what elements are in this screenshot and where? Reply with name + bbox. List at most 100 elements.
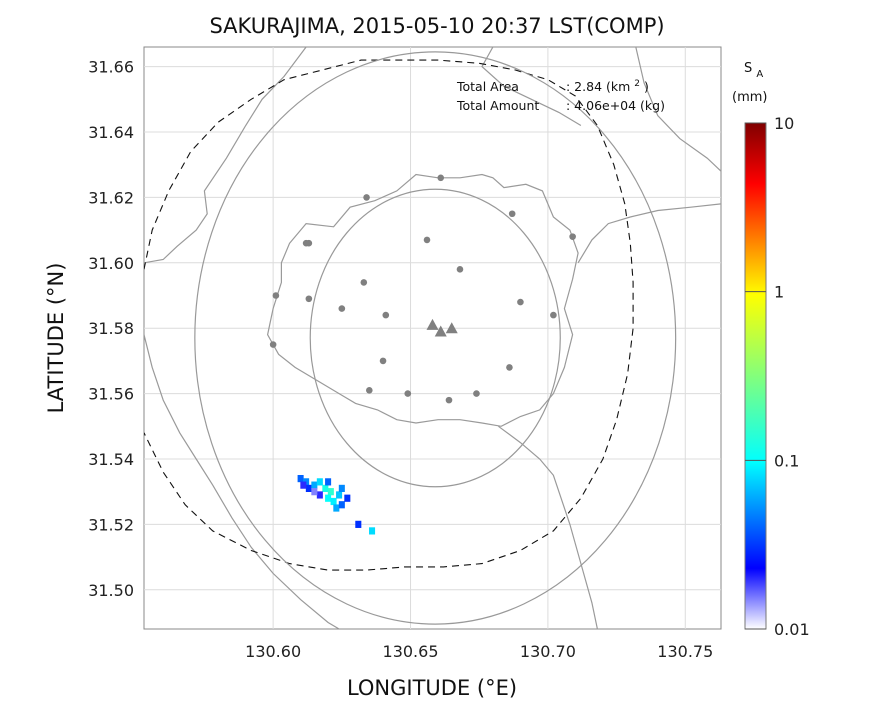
x-tick-label: 130.75	[657, 642, 713, 661]
mainland-coastline	[481, 47, 582, 127]
station-marker	[508, 210, 516, 218]
outer-range-circle	[194, 51, 677, 625]
colorbar-tick-label: 1	[774, 283, 784, 302]
total-area-label: Total Area	[456, 79, 519, 94]
station-marker	[272, 292, 280, 299]
y-tick-label: 31.52	[88, 515, 134, 534]
station-marker	[305, 295, 313, 303]
deposit-cell	[330, 497, 337, 506]
colorbar: 10 1 0.1 0.01 S A (mm)	[732, 61, 810, 639]
x-axis-label: LONGITUDE (°E)	[347, 676, 517, 700]
mainland-coastline	[635, 47, 721, 172]
x-tick-label: 130.60	[245, 642, 301, 661]
station-marker	[363, 194, 370, 201]
colorbar-ramp	[744, 122, 767, 630]
deposit-cell	[300, 481, 307, 489]
ash-deposit	[297, 474, 376, 535]
deposit-cell	[325, 478, 332, 486]
station-marker	[445, 396, 453, 404]
colorbar-ticks: 10 1 0.1 0.01	[745, 114, 810, 639]
info-box: Total Area : 2.84 (km 2 ) Total Amount :…	[456, 74, 665, 113]
total-area-text: Total Area : 2.84 (km 2 )	[456, 74, 649, 94]
vent-marker	[426, 318, 439, 330]
station-marker	[269, 341, 277, 348]
inner-range-circle	[309, 188, 561, 488]
station-marker	[473, 390, 480, 397]
y-tick-label: 31.54	[88, 450, 134, 469]
station-marker	[550, 311, 557, 319]
x-tick-label: 130.70	[520, 642, 576, 661]
station-marker	[437, 174, 445, 182]
y-tick-label: 31.66	[88, 58, 134, 77]
coverage-boundary-line	[144, 59, 634, 571]
mainland-coastline	[144, 47, 307, 264]
deposit-cell	[311, 481, 318, 489]
y-tick-label: 31.60	[88, 254, 134, 273]
deposit-cell	[297, 474, 304, 483]
range-circles	[194, 51, 677, 625]
total-area-sup: 2	[634, 79, 640, 89]
chart-title: SAKURAJIMA, 2015-05-10 20:37 LST(COMP)	[209, 14, 664, 38]
y-tick-label: 31.62	[88, 188, 134, 207]
x-axis-ticks: 130.60 130.65 130.70 130.75	[245, 642, 713, 661]
mainland-coastline	[144, 334, 340, 629]
stations	[269, 174, 576, 404]
vent-marker	[434, 325, 447, 337]
island-coastline	[266, 173, 579, 427]
map-layer	[144, 47, 721, 629]
plot-area: 130.60 130.65 130.70 130.75 31.50 31.52 31.54…	[88, 46, 722, 661]
deposit-cell	[325, 494, 332, 502]
mainland-coastline	[577, 203, 721, 264]
deposit-cell	[355, 520, 362, 528]
station-marker	[366, 387, 373, 394]
station-marker	[517, 298, 524, 306]
y-tick-label: 31.50	[88, 581, 134, 600]
deposit-cell	[338, 501, 345, 509]
deposit-cell	[305, 484, 312, 493]
station-marker	[423, 236, 431, 244]
colorbar-unit: (mm)	[732, 90, 767, 105]
deposit-cell	[344, 494, 351, 502]
deposit-cell	[316, 491, 323, 499]
y-axis-label: LATITUDE (°N)	[44, 263, 68, 414]
total-amount-label: Total Amount	[456, 98, 539, 113]
colorbar-tick-label: 10	[774, 114, 794, 133]
x-tick-label: 130.65	[383, 642, 439, 661]
deposit-cell	[316, 478, 323, 486]
deposit-cell	[322, 484, 329, 493]
deposit-cell	[311, 488, 318, 496]
station-marker	[338, 305, 346, 312]
y-axis-ticks: 31.50 31.52 31.54 31.56 31.58 31.60 31.62 31.64…	[88, 58, 134, 600]
coastline	[144, 47, 721, 629]
total-amount-value: : 4.06e+04 (kg)	[566, 98, 665, 113]
mainland-coastline	[498, 425, 598, 629]
plot-frame	[143, 46, 722, 630]
station-marker	[302, 239, 310, 247]
deposit-cell	[333, 504, 340, 512]
total-area-value: : 2.84 (km	[566, 79, 630, 94]
station-marker	[456, 266, 464, 273]
deposit-cell	[336, 491, 343, 499]
deposit-cell	[327, 488, 334, 496]
colorbar-tick-label: 0.01	[774, 620, 810, 639]
colorbar-symbol: S A	[744, 61, 763, 80]
station-marker	[506, 364, 513, 371]
colorbar-tick-label: 0.1	[774, 451, 799, 470]
deposit-cell	[338, 484, 345, 493]
total-amount-text: Total Amount : 4.06e+04 (kg)	[456, 98, 665, 113]
colorbar-symbol-sub: A	[756, 69, 763, 80]
y-tick-label: 31.64	[88, 123, 134, 142]
y-tick-label: 31.58	[88, 319, 134, 338]
coverage-boundary	[144, 59, 634, 571]
y-tick-label: 31.56	[88, 385, 134, 404]
grid-lines	[144, 47, 721, 629]
station-marker	[404, 390, 412, 397]
station-marker	[379, 357, 387, 365]
vent-marker	[445, 322, 458, 334]
station-marker	[382, 311, 390, 319]
deposit-cell	[369, 527, 376, 535]
station-marker	[569, 233, 576, 240]
total-area-close: )	[644, 79, 649, 94]
colorbar-symbol-main: S	[744, 61, 752, 76]
